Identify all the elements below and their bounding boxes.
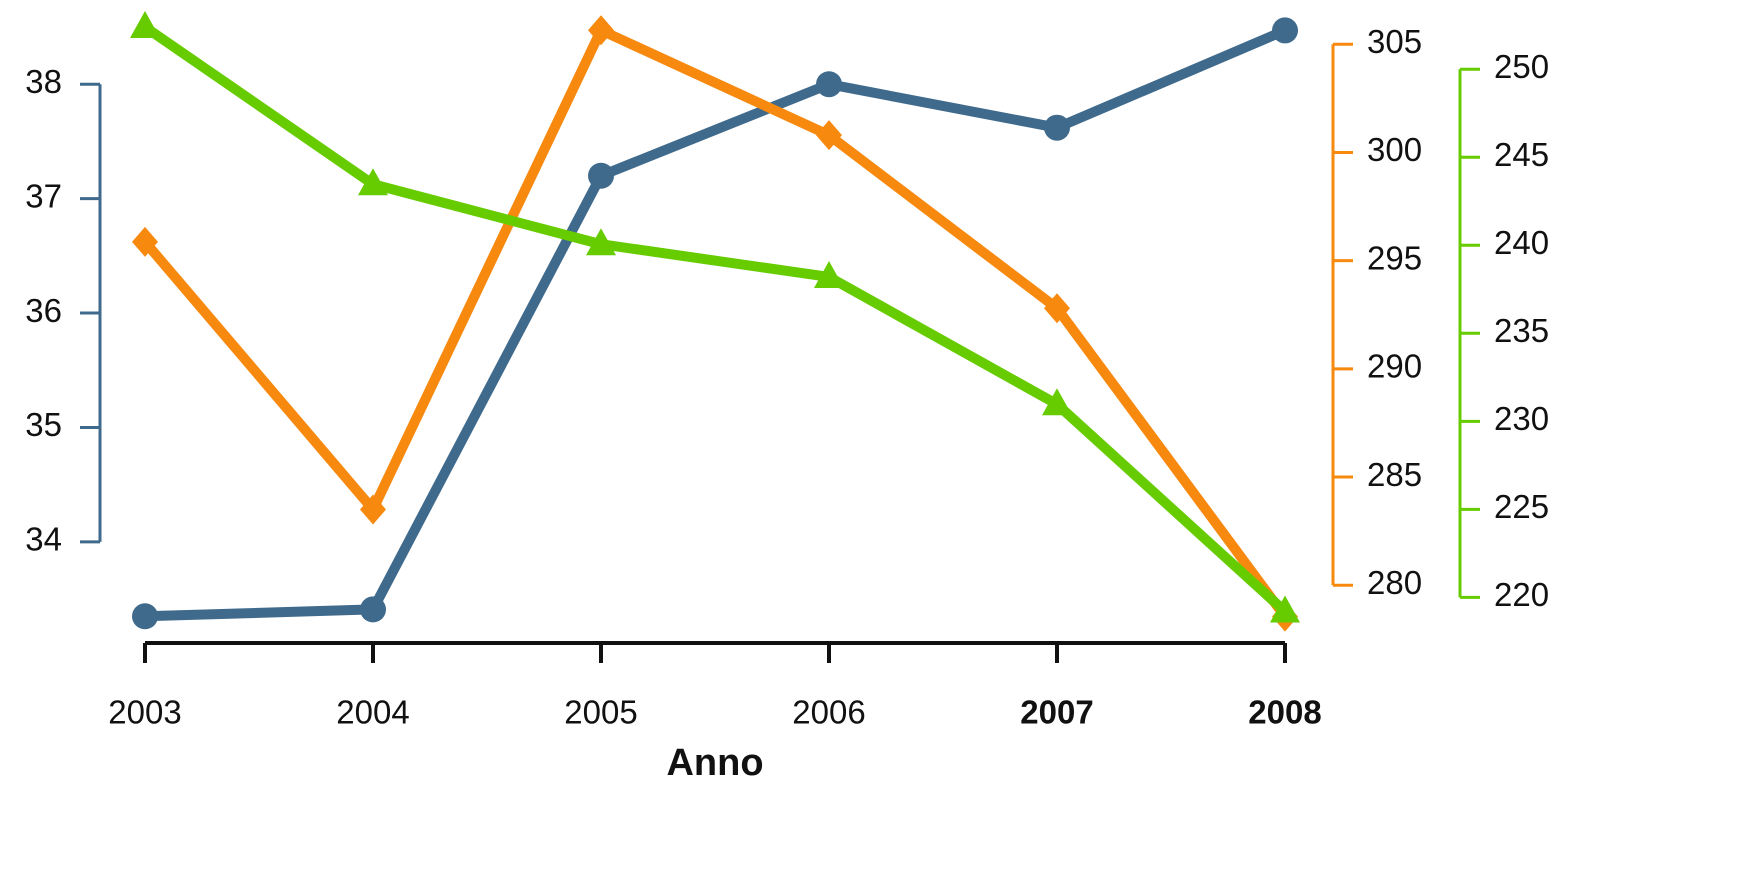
y-tick-label: 220 xyxy=(1494,576,1549,613)
series-line xyxy=(144,25,1287,622)
y-tick-label: 34 xyxy=(25,521,62,558)
series-line xyxy=(141,25,1290,620)
point xyxy=(358,168,388,196)
point xyxy=(1042,388,1072,416)
point xyxy=(132,226,158,257)
y-tick-label: 230 xyxy=(1494,400,1549,437)
point xyxy=(814,260,844,288)
x-tick-label: 2003 xyxy=(108,694,181,731)
x-tick-label: 2008 xyxy=(1248,694,1321,731)
x-tick-label: 2006 xyxy=(792,694,865,731)
y-tick-label: 295 xyxy=(1367,239,1422,276)
x-tick-label: 2007 xyxy=(1020,694,1093,731)
point xyxy=(588,15,614,46)
y-tick-label: 245 xyxy=(1494,136,1549,173)
y-tick-label: 235 xyxy=(1494,312,1549,349)
point xyxy=(816,120,842,151)
y-tick-label: 36 xyxy=(25,292,62,329)
y-tick-label: 37 xyxy=(25,177,62,214)
point xyxy=(360,494,386,525)
y-tick-label: 305 xyxy=(1367,23,1422,60)
point xyxy=(360,596,386,623)
y-tick-label: 240 xyxy=(1494,224,1549,261)
y-tick-label: 225 xyxy=(1494,488,1549,525)
x-axis-label: Anno xyxy=(666,742,763,784)
point xyxy=(586,228,616,256)
x-tick-label: 2004 xyxy=(336,694,409,731)
series-line xyxy=(142,22,1289,616)
y-tick-label: 250 xyxy=(1494,48,1549,85)
y-tick-label: 35 xyxy=(25,406,62,443)
point xyxy=(1044,114,1070,141)
point xyxy=(1270,595,1300,623)
point xyxy=(1272,17,1298,44)
y-tick-label: 290 xyxy=(1367,348,1422,385)
point xyxy=(130,11,160,38)
point xyxy=(816,71,842,98)
x-tick-label: 2005 xyxy=(564,694,637,731)
y-tick-label: 280 xyxy=(1367,564,1422,601)
point xyxy=(132,603,158,630)
point xyxy=(1044,293,1070,324)
y-tick-label: 285 xyxy=(1367,456,1422,493)
y-tick-label: 38 xyxy=(25,63,62,100)
y-tick-label: 300 xyxy=(1367,131,1422,168)
point xyxy=(588,162,614,189)
